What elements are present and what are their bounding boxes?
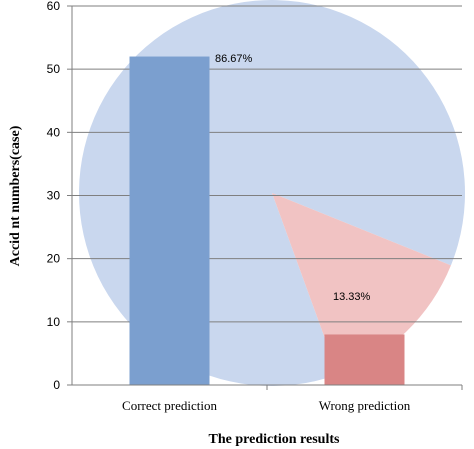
- x-category-label: Wrong prediction: [319, 398, 411, 413]
- labels: 86.67% 13.33%: [215, 53, 371, 303]
- y-tick-label: 50: [47, 62, 61, 76]
- bar-2: [324, 334, 405, 385]
- y-axis-title: Accid nt numbers(case): [8, 125, 23, 266]
- y-tick-label: 10: [47, 315, 61, 329]
- y-tick-label: 0: [53, 378, 60, 392]
- y-tick-label: 30: [47, 189, 61, 203]
- x-axis-title: The prediction results: [209, 432, 340, 447]
- pie-slice-2: [272, 193, 451, 375]
- pie-label-1: 86.67%: [215, 53, 253, 65]
- axes: 0 10 20 30 40 50 60 Correct prediction Wrong pre…: [47, 0, 463, 413]
- pie-label-2: 13.33%: [333, 291, 371, 303]
- bar-1: [129, 56, 210, 386]
- y-tick-label: 20: [47, 252, 61, 266]
- y-tick-label: 40: [47, 125, 61, 139]
- bar-series: [129, 56, 405, 386]
- y-tick-label: 60: [47, 0, 61, 13]
- x-category-label: Correct prediction: [122, 398, 217, 413]
